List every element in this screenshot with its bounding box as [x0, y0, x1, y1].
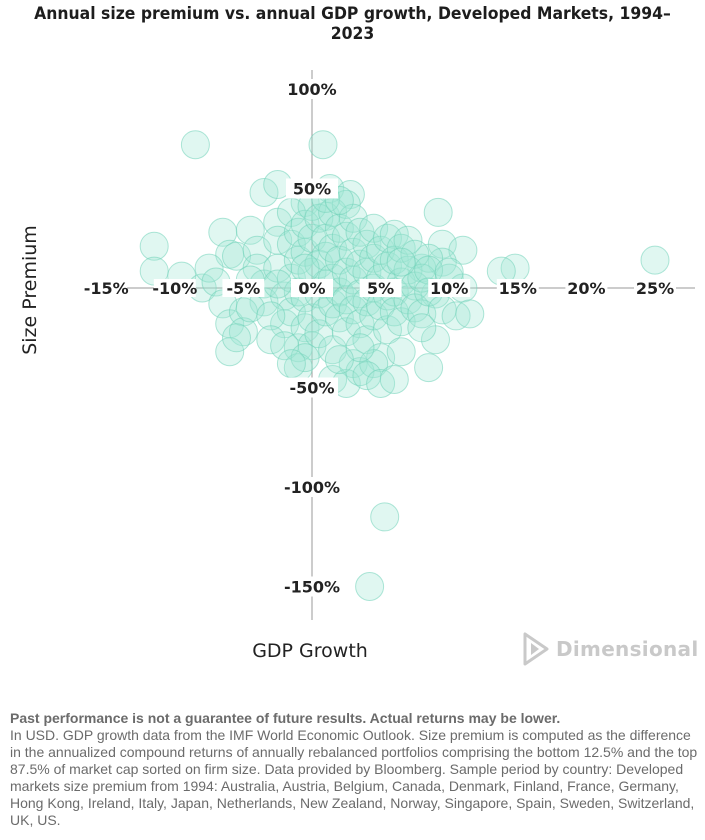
data-point: [455, 299, 485, 329]
data-point: [263, 269, 293, 299]
data-point: [180, 130, 210, 160]
data-points: [139, 130, 670, 601]
x-tick-bg: [428, 279, 471, 297]
dimensional-logo-icon: [523, 632, 549, 666]
x-tick-bg: [634, 279, 676, 297]
y-tick-bg: [286, 377, 338, 398]
y-tick-bg: [286, 79, 338, 99]
x-tick-bg: [85, 279, 128, 297]
data-point: [370, 502, 400, 532]
data-point: [194, 253, 224, 283]
data-point: [235, 215, 265, 245]
data-point: [407, 313, 437, 343]
data-point: [249, 178, 279, 207]
data-point: [256, 325, 286, 355]
scatter-plot: -15% -10% -5% 0% 5% 10% 15% 20% 25% 100% 50% -50% -1…: [84, 70, 695, 620]
data-point: [423, 197, 453, 227]
chart-title: Annual size premium vs. annual GDP growt…: [34, 4, 671, 44]
tick-labels: -15% -10% -5% 0% 5% 10% 15% 20% 25% 100% 50% -50% -1…: [84, 79, 676, 597]
x-tick-bg: [496, 279, 539, 297]
brand-name: Dimensional: [556, 637, 699, 661]
data-point: [139, 231, 169, 261]
y-tick-label: 50%: [293, 180, 331, 199]
data-point: [379, 365, 409, 394]
y-axis-label: Size Premium: [19, 225, 41, 355]
x-tick-label: -5%: [226, 279, 260, 298]
y-tick-label: 100%: [287, 80, 336, 99]
data-point: [386, 337, 416, 367]
x-tick-label: 15%: [499, 279, 537, 298]
x-tick-label: 10%: [430, 279, 468, 298]
data-point: [324, 345, 354, 375]
x-tick-bg: [359, 279, 402, 297]
y-tick-label: -50%: [290, 379, 335, 398]
footnotes: Past performance is not a guarantee of f…: [10, 710, 700, 829]
data-point: [308, 130, 338, 160]
data-point: [215, 337, 245, 367]
x-tick-bg: [153, 279, 196, 297]
disclaimer-text: Past performance is not a guarantee of f…: [10, 710, 561, 726]
data-point: [222, 323, 251, 353]
y-tick-label: -100%: [284, 478, 340, 497]
data-point: [256, 301, 286, 331]
x-tick-label: 20%: [567, 279, 605, 298]
data-point: [386, 247, 416, 277]
x-tick-label: 5%: [367, 279, 394, 298]
data-point: [379, 219, 409, 249]
x-tick-bg: [565, 279, 608, 297]
x-tick-bg: [222, 279, 265, 297]
y-tick-bg: [286, 576, 338, 597]
data-point: [290, 343, 320, 373]
x-tick-label: 25%: [636, 279, 674, 298]
data-point: [276, 349, 306, 379]
data-point: [414, 353, 444, 383]
x-tick-label: 0%: [298, 279, 325, 298]
data-point: [355, 572, 385, 601]
x-tick-label: -10%: [152, 279, 197, 298]
data-point: [640, 245, 670, 275]
data-point: [290, 253, 320, 283]
y-tick-bg: [286, 178, 338, 199]
x-axis-label: GDP Growth: [252, 640, 368, 662]
data-point: [345, 309, 375, 339]
y-tick-bg: [286, 477, 338, 497]
x-tick-bg: [291, 279, 333, 297]
y-tick-label: -150%: [284, 578, 340, 597]
dimensional-logo: Dimensional: [522, 632, 699, 666]
methodology-text: In USD. GDP growth data from the IMF Wor…: [10, 727, 698, 828]
data-point: [373, 315, 402, 345]
x-tick-label: -15%: [84, 279, 129, 298]
data-point: [393, 225, 423, 255]
